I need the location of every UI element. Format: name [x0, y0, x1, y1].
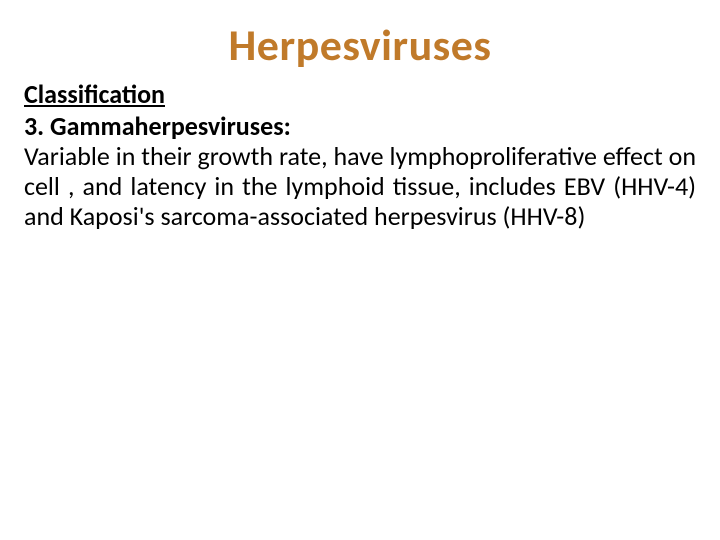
subheading: 3. Gammaherpesviruses:	[24, 110, 696, 142]
section-heading: Classification	[24, 78, 696, 110]
body-text: Variable in their growth rate, have lymp…	[24, 142, 696, 232]
slide-title: Herpesviruses	[24, 18, 696, 72]
slide-container: Herpesviruses Classification 3. Gammaher…	[0, 0, 720, 540]
